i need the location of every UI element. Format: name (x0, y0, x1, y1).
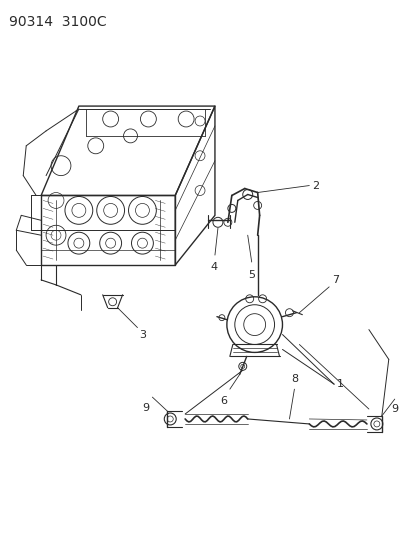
Text: 4: 4 (209, 262, 216, 272)
Text: 2: 2 (311, 181, 319, 190)
Text: 90314  3100C: 90314 3100C (9, 15, 107, 29)
Text: 9: 9 (390, 404, 397, 414)
Text: 1: 1 (336, 379, 343, 389)
Text: 8: 8 (291, 374, 298, 384)
Text: 6: 6 (219, 396, 226, 406)
Text: 7: 7 (331, 275, 339, 285)
Text: 9: 9 (142, 403, 149, 413)
Text: 5: 5 (247, 270, 254, 280)
Text: 3: 3 (139, 329, 146, 340)
